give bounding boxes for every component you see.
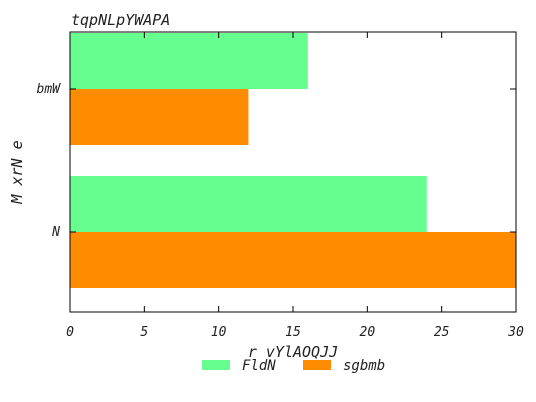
bar-sgbmb-bmW xyxy=(70,89,249,145)
y-tick-label: bmW xyxy=(37,82,62,97)
x-axis-label: r vYlAOQJJ xyxy=(248,343,338,361)
x-tick-label: 25 xyxy=(434,325,450,340)
x-tick-label: 0 xyxy=(66,325,74,340)
x-tick-label: 5 xyxy=(140,325,148,340)
x-tick-label: 20 xyxy=(360,325,376,340)
bars-group xyxy=(70,33,516,288)
bar-sgbmb-N xyxy=(70,232,516,288)
x-tick-label: 30 xyxy=(507,325,524,340)
legend-label-sgbmb: sgbmb xyxy=(343,358,385,374)
plot-frame xyxy=(69,31,517,313)
x-tick-label: 10 xyxy=(211,325,227,340)
legend-swatch-sgbmb xyxy=(303,360,331,370)
chart-title: tqpNLpYWAPA xyxy=(71,11,170,29)
x-tick-label: 15 xyxy=(285,325,301,340)
y-tick-label: N xyxy=(51,225,60,240)
ticks-group: bmW N 0 5 10 15 20 25 30 xyxy=(37,32,524,340)
legend-label-FldN: FldN xyxy=(242,358,276,374)
y-axis-label: M xrN e xyxy=(8,140,26,204)
legend: FldN sgbmb xyxy=(202,358,385,374)
bar-FldN-N xyxy=(70,176,427,232)
bar-FldN-bmW xyxy=(70,33,308,89)
legend-swatch-FldN xyxy=(202,360,230,370)
